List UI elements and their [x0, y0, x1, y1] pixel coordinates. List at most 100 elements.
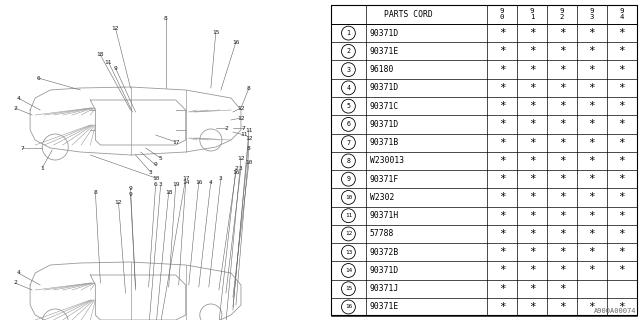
Text: 12: 12	[237, 106, 244, 110]
Text: 12: 12	[112, 26, 119, 30]
Text: 90371B: 90371B	[370, 138, 399, 147]
Text: *: *	[589, 247, 595, 257]
Text: 90371E: 90371E	[370, 302, 399, 311]
Text: 11: 11	[245, 127, 253, 132]
Text: *: *	[589, 156, 595, 166]
Text: 1: 1	[40, 165, 44, 171]
Text: *: *	[619, 192, 625, 203]
Text: 90371D: 90371D	[370, 266, 399, 275]
Text: *: *	[529, 211, 535, 221]
Text: *: *	[619, 211, 625, 221]
Text: *: *	[529, 46, 535, 56]
Text: *: *	[559, 83, 565, 93]
Text: *: *	[499, 46, 505, 56]
Text: *: *	[499, 138, 505, 148]
Text: 90371D: 90371D	[370, 120, 399, 129]
Text: *: *	[589, 266, 595, 276]
Text: 12: 12	[237, 116, 244, 121]
Text: 11: 11	[105, 60, 112, 65]
Text: *: *	[499, 302, 505, 312]
Text: 10: 10	[245, 159, 253, 164]
Text: *: *	[559, 174, 565, 184]
Text: *: *	[619, 83, 625, 93]
Text: 8: 8	[346, 158, 351, 164]
Text: *: *	[559, 192, 565, 203]
Text: 4: 4	[346, 85, 351, 91]
Text: *: *	[589, 302, 595, 312]
Text: 11: 11	[240, 132, 248, 138]
Text: *: *	[499, 101, 505, 111]
Text: 9
3: 9 3	[589, 8, 594, 20]
Text: 9: 9	[129, 193, 132, 197]
Text: 14: 14	[345, 268, 352, 273]
Text: 9: 9	[129, 186, 132, 190]
Text: *: *	[499, 119, 505, 129]
Text: *: *	[619, 28, 625, 38]
Text: 4: 4	[16, 95, 20, 100]
Text: 90372B: 90372B	[370, 248, 399, 257]
Text: 6: 6	[154, 182, 157, 188]
Text: *: *	[499, 247, 505, 257]
Text: *: *	[529, 65, 535, 75]
Text: 9
0: 9 0	[500, 8, 504, 20]
Text: *: *	[529, 266, 535, 276]
Text: 96180: 96180	[370, 65, 394, 74]
Text: *: *	[559, 247, 565, 257]
Text: *: *	[499, 211, 505, 221]
Text: 16: 16	[232, 170, 240, 174]
Text: *: *	[529, 229, 535, 239]
Text: 9
1: 9 1	[530, 8, 534, 20]
Text: 2: 2	[13, 106, 17, 110]
Text: 4: 4	[16, 270, 20, 276]
Text: *: *	[559, 46, 565, 56]
Text: 3: 3	[148, 170, 152, 174]
Text: 57788: 57788	[370, 229, 394, 238]
Text: *: *	[619, 138, 625, 148]
Text: 2: 2	[234, 165, 238, 171]
Text: *: *	[499, 266, 505, 276]
Text: 8: 8	[164, 15, 168, 20]
Text: *: *	[559, 266, 565, 276]
Text: *: *	[559, 138, 565, 148]
Text: *: *	[529, 119, 535, 129]
Text: *: *	[619, 101, 625, 111]
Text: 90371C: 90371C	[370, 102, 399, 111]
Text: 16: 16	[345, 305, 352, 309]
Text: *: *	[619, 266, 625, 276]
Text: *: *	[529, 247, 535, 257]
Text: 13: 13	[345, 250, 352, 255]
Text: 17: 17	[172, 140, 179, 145]
Text: 12: 12	[237, 156, 244, 161]
Text: 9: 9	[154, 163, 157, 167]
Text: 3: 3	[239, 165, 243, 171]
Text: *: *	[529, 284, 535, 294]
Text: *: *	[559, 65, 565, 75]
Text: W230013: W230013	[370, 156, 404, 165]
Text: *: *	[529, 101, 535, 111]
Text: 8: 8	[93, 189, 97, 195]
Text: 7: 7	[242, 125, 246, 131]
Text: *: *	[499, 229, 505, 239]
Text: *: *	[589, 65, 595, 75]
Text: *: *	[559, 302, 565, 312]
Text: 10: 10	[152, 175, 159, 180]
Text: 2: 2	[13, 281, 17, 285]
Text: 7: 7	[20, 146, 24, 150]
Text: 3: 3	[159, 182, 163, 188]
Text: 8: 8	[247, 146, 251, 150]
Text: 1: 1	[346, 30, 351, 36]
Text: *: *	[589, 101, 595, 111]
Text: 9: 9	[346, 176, 351, 182]
Text: 7: 7	[346, 140, 351, 146]
Text: *: *	[619, 174, 625, 184]
Text: 2: 2	[346, 48, 351, 54]
Text: *: *	[559, 211, 565, 221]
Text: 5: 5	[159, 156, 163, 161]
Text: *: *	[499, 284, 505, 294]
Text: 14: 14	[182, 180, 189, 185]
Text: *: *	[499, 65, 505, 75]
Text: *: *	[529, 302, 535, 312]
Text: *: *	[619, 302, 625, 312]
Text: *: *	[529, 28, 535, 38]
Text: 90371D: 90371D	[370, 28, 399, 38]
